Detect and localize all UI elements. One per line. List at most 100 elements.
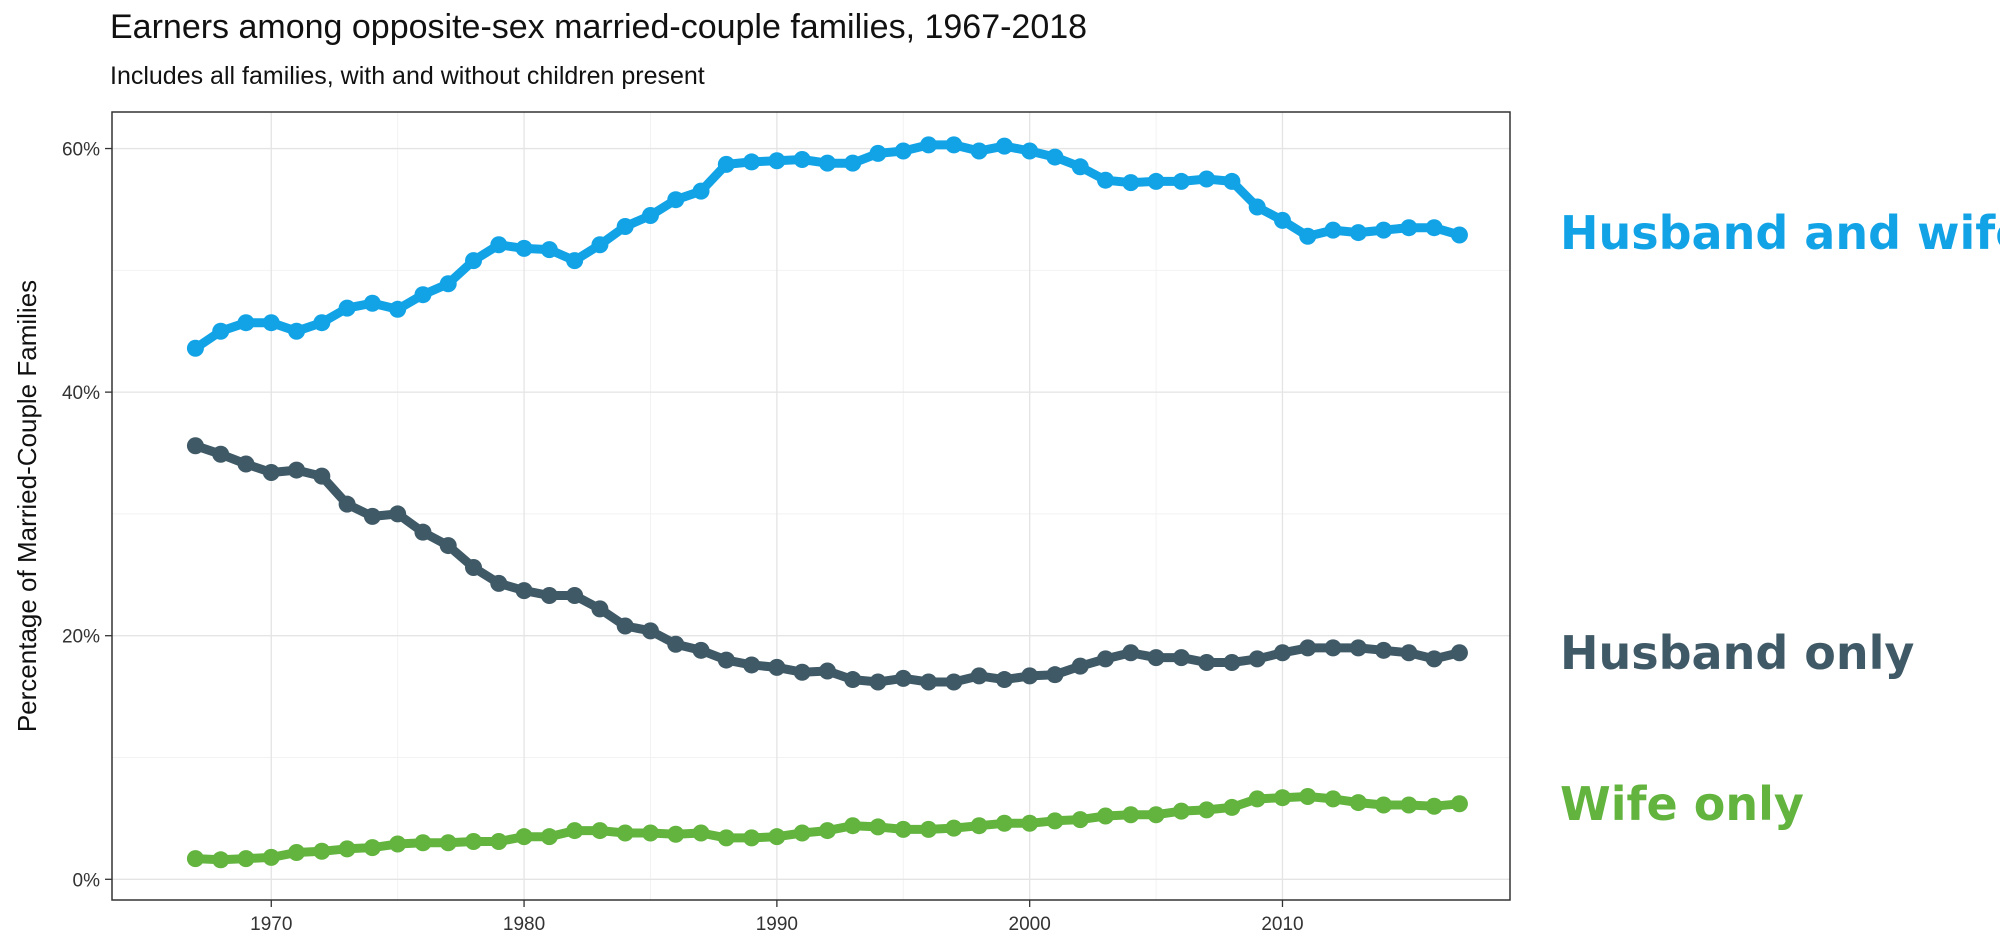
series-labels: Husband and wife Husband only Wife only <box>1560 206 2000 831</box>
data-point-husband-only <box>1122 644 1140 662</box>
data-point-wife-only <box>212 851 230 869</box>
data-point-husband-and-wife <box>793 150 811 168</box>
data-point-husband-only <box>1375 641 1393 659</box>
data-point-husband-only <box>1097 650 1115 668</box>
data-point-husband-and-wife <box>945 136 963 154</box>
data-point-wife-only <box>894 820 912 838</box>
x-tick-label: 2010 <box>1261 914 1303 935</box>
data-point-wife-only <box>641 824 659 842</box>
y-tick-label: 60% <box>62 140 100 161</box>
data-point-husband-only <box>237 455 255 473</box>
data-point-husband-only <box>920 673 938 691</box>
data-point-husband-and-wife <box>616 217 634 235</box>
data-point-husband-and-wife <box>389 300 407 318</box>
data-point-wife-only <box>1349 794 1367 812</box>
data-point-wife-only <box>920 820 938 838</box>
data-point-husband-only <box>894 669 912 687</box>
data-point-wife-only <box>844 817 862 835</box>
data-point-husband-and-wife <box>439 275 457 293</box>
data-point-husband-and-wife <box>844 154 862 172</box>
data-point-husband-and-wife <box>465 252 483 270</box>
data-point-wife-only <box>1425 797 1443 815</box>
data-point-husband-and-wife <box>1097 171 1115 189</box>
data-point-husband-and-wife <box>920 136 938 154</box>
data-point-husband-and-wife <box>1273 211 1291 229</box>
data-point-husband-and-wife <box>768 152 786 170</box>
data-point-husband-and-wife <box>212 322 230 340</box>
data-point-husband-only <box>1198 654 1216 672</box>
data-point-husband-only <box>490 574 508 592</box>
data-point-husband-only <box>844 671 862 689</box>
data-point-husband-only <box>1046 666 1064 684</box>
data-point-wife-only <box>1273 789 1291 807</box>
data-point-husband-and-wife <box>1021 142 1039 160</box>
data-point-husband-only <box>1223 654 1241 672</box>
data-point-wife-only <box>591 822 609 840</box>
data-point-wife-only <box>1450 795 1468 813</box>
series-line-husband-and-wife <box>190 140 1464 353</box>
data-point-husband-and-wife <box>1324 221 1342 239</box>
x-tick-label: 1980 <box>503 914 545 935</box>
y-tick-label: 0% <box>73 870 101 891</box>
series-husband-only <box>186 437 1468 691</box>
data-point-husband-and-wife <box>641 207 659 225</box>
data-point-husband-only <box>1324 639 1342 657</box>
data-point-husband-only <box>591 600 609 618</box>
data-point-husband-only <box>540 587 558 605</box>
data-point-husband-only <box>212 445 230 463</box>
data-point-husband-only <box>1147 649 1165 667</box>
data-point-husband-and-wife <box>869 144 887 162</box>
data-point-husband-and-wife <box>1198 170 1216 188</box>
data-point-husband-and-wife <box>363 294 381 312</box>
data-point-husband-only <box>566 587 584 605</box>
data-point-wife-only <box>717 829 735 847</box>
data-point-husband-only <box>616 617 634 635</box>
data-point-husband-only <box>995 671 1013 689</box>
chart-subtitle: Includes all families, with and without … <box>110 62 705 90</box>
data-point-husband-only <box>1425 650 1443 668</box>
data-point-husband-and-wife <box>667 191 685 209</box>
data-point-wife-only <box>869 818 887 836</box>
data-point-wife-only <box>1375 796 1393 814</box>
data-point-husband-and-wife <box>1425 219 1443 237</box>
plot-panel-border <box>111 111 1511 901</box>
data-point-wife-only <box>1172 802 1190 820</box>
data-point-husband-only <box>1021 667 1039 685</box>
x-tick-label: 1990 <box>756 914 798 935</box>
data-point-wife-only <box>1021 814 1039 832</box>
data-point-wife-only <box>288 844 306 862</box>
data-point-husband-only <box>768 658 786 676</box>
data-point-wife-only <box>667 825 685 843</box>
data-point-husband-only <box>439 537 457 555</box>
series-label-husband-and-wife: Husband and wife <box>1560 206 2000 260</box>
data-point-wife-only <box>1198 801 1216 819</box>
data-point-husband-only <box>818 662 836 680</box>
data-point-wife-only <box>970 817 988 835</box>
y-axis-title: Percentage of Married-Couple Families <box>12 280 42 732</box>
grid-lines <box>112 112 1510 900</box>
data-point-husband-and-wife <box>414 286 432 304</box>
data-point-wife-only <box>540 828 558 846</box>
data-point-wife-only <box>515 828 533 846</box>
data-point-husband-and-wife <box>566 252 584 270</box>
data-point-husband-only <box>970 667 988 685</box>
data-point-husband-and-wife <box>894 142 912 160</box>
data-point-husband-only <box>186 437 204 455</box>
data-point-wife-only <box>616 824 634 842</box>
series-wife-only <box>186 787 1468 869</box>
series-husband-and-wife <box>186 136 1468 357</box>
data-point-wife-only <box>1046 812 1064 830</box>
data-point-husband-only <box>1450 644 1468 662</box>
data-point-wife-only <box>1324 790 1342 808</box>
data-point-husband-and-wife <box>1046 148 1064 166</box>
data-point-husband-only <box>414 523 432 541</box>
data-point-husband-and-wife <box>1071 158 1089 176</box>
data-point-wife-only <box>1122 806 1140 824</box>
data-point-husband-only <box>692 641 710 659</box>
series-label-husband-only: Husband only <box>1560 626 1914 680</box>
data-point-wife-only <box>1223 798 1241 816</box>
data-point-husband-and-wife <box>540 241 558 259</box>
data-point-wife-only <box>389 835 407 853</box>
data-point-husband-only <box>1299 639 1317 657</box>
